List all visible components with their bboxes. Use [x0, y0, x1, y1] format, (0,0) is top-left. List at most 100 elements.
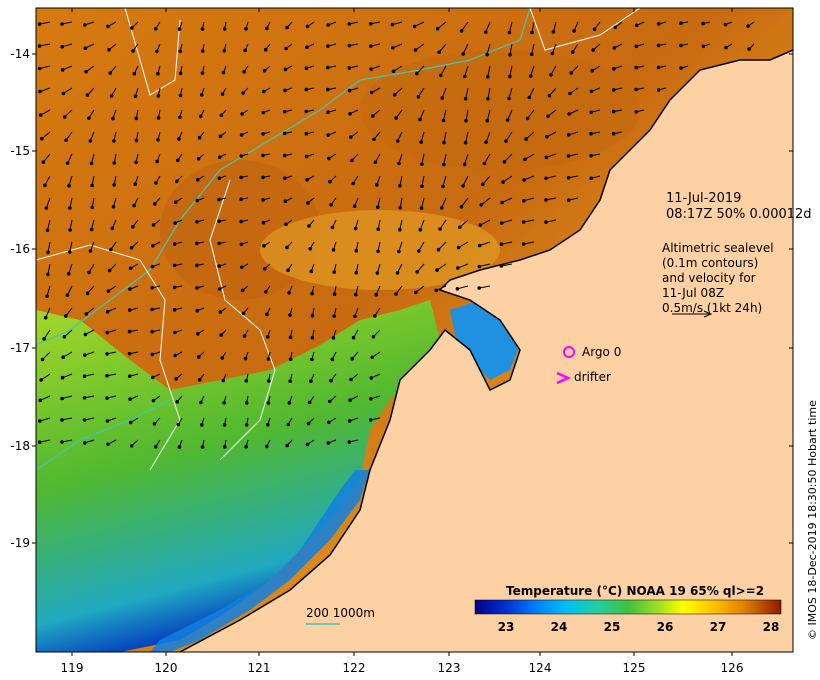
velocity-vector-head: [222, 423, 227, 427]
velocity-vector-head: [263, 47, 268, 52]
x-tick-label: 122: [343, 661, 366, 675]
velocity-vector-head: [217, 219, 221, 224]
velocity-vector-head: [195, 198, 200, 203]
velocity-vector-head: [525, 116, 530, 121]
velocity-vector-head: [420, 162, 424, 166]
velocity-vector-head: [65, 293, 70, 297]
velocity-vector-head: [508, 52, 512, 57]
velocity-vector-head: [308, 247, 313, 251]
velocity-vector-head: [305, 45, 309, 50]
velocity-vector-head: [217, 241, 221, 246]
velocity-vector-head: [112, 183, 116, 187]
velocity-vector-head: [283, 176, 287, 180]
velocity-vector-head: [266, 379, 271, 383]
velocity-vector-head: [82, 441, 87, 445]
velocity-vector-head: [326, 44, 330, 48]
velocity-vector-head: [589, 154, 593, 158]
velocity-vector-head: [679, 43, 683, 48]
velocity-vector-head: [37, 66, 42, 71]
velocity-vector-head: [369, 376, 374, 380]
velocity-vector-head: [129, 245, 134, 250]
velocity-vector-head: [350, 158, 354, 163]
velocity-vector-head: [332, 270, 337, 274]
velocity-vector: [457, 285, 469, 290]
velocity-vector: [465, 109, 469, 121]
velocity-vector-head: [412, 24, 417, 29]
velocity-vector-head: [195, 241, 199, 246]
velocity-vector-head: [242, 334, 247, 338]
velocity-vector-head: [60, 375, 65, 380]
velocity-vector-head: [174, 377, 178, 381]
velocity-vector-head: [656, 88, 661, 92]
velocity-vector-head: [222, 401, 226, 405]
velocity-vector-head: [199, 400, 203, 405]
velocity-vector-head: [326, 87, 330, 92]
velocity-vector-head: [107, 268, 112, 273]
velocity-vector-head: [477, 286, 482, 290]
velocity-vector: [486, 43, 491, 55]
velocity-vector-head: [530, 30, 534, 35]
velocity-vector-head: [521, 220, 526, 224]
velocity-vector-head: [283, 67, 288, 72]
title-detail: 08:17Z 50% 0.00012d: [666, 207, 812, 222]
velocity-vector-head: [177, 445, 182, 449]
velocity-vector-head: [464, 119, 468, 123]
velocity-vector-head: [589, 176, 594, 181]
velocity-vector-head: [461, 52, 466, 56]
velocity-vector-head: [305, 442, 310, 447]
velocity-vector-head: [112, 139, 116, 143]
plot-frame: [35, 7, 794, 653]
velocity-vector-head: [348, 398, 352, 402]
velocity-vector-head: [87, 270, 91, 275]
velocity-vector-head: [351, 181, 356, 186]
velocity-vector-head: [352, 204, 357, 208]
velocity-vector-head: [307, 224, 311, 228]
velocity-vector-head: [330, 225, 335, 230]
velocity-vector-head: [61, 91, 66, 96]
velocity-vector-head: [419, 140, 424, 144]
velocity-vector: [437, 21, 447, 30]
colorbar-tick-label: 27: [710, 620, 727, 634]
velocity-vector-head: [266, 335, 270, 339]
velocity-vector-head: [68, 206, 72, 210]
velocity-vector-head: [376, 205, 380, 209]
velocity-vector-head: [217, 176, 222, 180]
velocity-vector: [505, 131, 513, 142]
velocity-vector-head: [376, 249, 380, 254]
velocity-vector-head: [243, 48, 247, 53]
velocity-vector-head: [391, 46, 395, 50]
velocity-vector-head: [198, 114, 203, 119]
velocity-vector-head: [544, 176, 548, 181]
velocity-vector-head: [285, 25, 289, 30]
velocity-vector-head: [241, 91, 245, 95]
velocity-vector-head: [43, 183, 47, 188]
velocity-vector: [507, 109, 513, 121]
sealevel-contour: [209, 179, 276, 461]
velocity-vector: [485, 21, 491, 33]
velocity-vector-head: [150, 329, 154, 334]
velocity-vector-head: [128, 266, 133, 271]
velocity-vector-head: [499, 242, 504, 246]
velocity-vector-head: [89, 161, 94, 166]
velocity-vector-head: [262, 89, 266, 94]
velocity-vector-head: [502, 160, 507, 164]
velocity-vector-head: [38, 398, 43, 403]
y-tick-label: -16: [10, 242, 30, 256]
velocity-vector-head: [195, 220, 199, 224]
velocity-vector: [462, 175, 469, 187]
coastline: [179, 49, 793, 652]
velocity-vector-head: [522, 178, 527, 182]
velocity-vector-head: [40, 357, 45, 362]
velocity-vector-head: [288, 313, 292, 317]
velocity-vector-head: [442, 140, 446, 145]
velocity-vector-head: [746, 24, 750, 28]
velocity-vector-head: [173, 330, 177, 335]
velocity-vector-head: [46, 272, 50, 277]
velocity-vector-head: [398, 206, 403, 210]
velocity-vector: [501, 241, 513, 245]
velocity-vector-head: [482, 161, 487, 166]
velocity-vector-head: [60, 418, 64, 422]
colorbar-ticks: 23 24 25 26 27 28: [498, 620, 780, 634]
velocity-vector-head: [82, 374, 87, 379]
